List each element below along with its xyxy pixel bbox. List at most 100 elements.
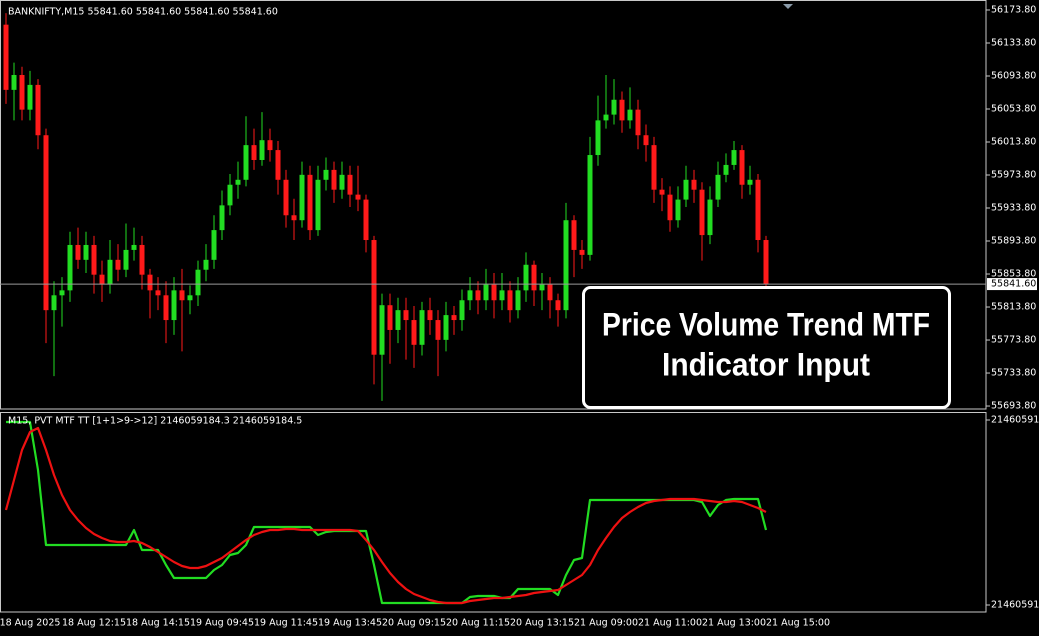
indicator-pane-border (0, 412, 987, 613)
candle-body (275, 150, 281, 180)
y-tick-label: 56093.80 (991, 70, 1036, 81)
candle-body (219, 205, 225, 231)
candle-body (547, 284, 553, 301)
candle-body (395, 310, 401, 330)
x-tick-label: 19 Aug 09:45 (190, 618, 254, 629)
candle-body (83, 244, 89, 260)
candle-body (339, 174, 345, 190)
y-tick-label: 55693.80 (991, 401, 1036, 412)
y-tick-label: 56013.80 (991, 136, 1036, 147)
x-tick-label: 21 Aug 11:00 (638, 618, 702, 629)
y-tick-label: 2146059184 (991, 600, 1039, 611)
candle-body (147, 274, 153, 291)
candle-body (723, 164, 729, 175)
candle-body (99, 274, 105, 285)
candle-body (163, 295, 169, 321)
candle-body (203, 259, 209, 270)
candle-body (467, 290, 473, 301)
candle-body (347, 174, 353, 195)
candle-body (403, 310, 409, 321)
candle-body (195, 269, 201, 296)
x-tick-label: 20 Aug 11:15 (446, 618, 510, 629)
candle-body (667, 194, 673, 221)
candle-body (651, 145, 657, 190)
candle-body (587, 155, 593, 255)
candle-body (51, 295, 57, 311)
candle-body (491, 284, 497, 301)
candle-body (419, 310, 425, 345)
candle-body (427, 310, 433, 321)
candle-body (611, 99, 617, 115)
candle-body (731, 150, 737, 165)
y-tick-label: 56053.80 (991, 103, 1036, 114)
candle-body (379, 305, 385, 355)
candle-body (243, 145, 249, 180)
candle-body (179, 290, 185, 301)
candle-body (763, 240, 769, 285)
candle-body (11, 75, 17, 90)
candle-body (483, 284, 489, 301)
y-tick-label: 56173.80 (991, 4, 1036, 15)
last-price-box (987, 278, 1037, 291)
candle-body (563, 220, 569, 311)
y-tick-label: 55733.80 (991, 368, 1036, 379)
candle-body (75, 244, 81, 260)
candle-body (123, 249, 129, 270)
candle-body (139, 244, 145, 275)
annotation-line: Price Volume Trend MTF (602, 306, 930, 342)
candle-body (683, 179, 689, 200)
candle-body (443, 315, 449, 340)
candle-body (675, 199, 681, 221)
annotation-box (582, 286, 951, 409)
candle-body (107, 259, 113, 285)
price-pane-border (0, 0, 987, 410)
candle-body (227, 184, 233, 206)
y-tick-label: 2146059184 (991, 415, 1039, 426)
candle-body (91, 244, 97, 275)
candle-body (235, 179, 241, 185)
last-price-label: 55841.60 (991, 279, 1036, 290)
candle-body (299, 174, 305, 221)
candle-body (251, 145, 257, 160)
candle-body (211, 230, 217, 260)
candle-body (371, 240, 377, 355)
y-tick-label: 55813.80 (991, 302, 1036, 313)
candle-body (27, 84, 33, 110)
candle-body (291, 215, 297, 221)
candle-body (411, 320, 417, 345)
x-tick-label: 18 Aug 2025 (0, 618, 60, 629)
candle-body (571, 220, 577, 250)
x-tick-label: 18 Aug 12:15 (62, 618, 126, 629)
candle-body (187, 295, 193, 301)
candle-body (459, 300, 465, 321)
y-tick-label: 56133.80 (991, 37, 1036, 48)
candle-body (539, 284, 545, 291)
candle-body (635, 109, 641, 136)
marks: 56173.80 56133.80 56093.80 56053.80 56013.80… (0, 4, 1039, 629)
candle-body (579, 249, 585, 255)
candle-body (627, 109, 633, 121)
candle-body (43, 135, 49, 311)
x-tick-label: 19 Aug 11:45 (254, 618, 318, 629)
shift-marker (783, 4, 793, 9)
candle-body (475, 290, 481, 301)
y-tick-label: 55853.80 (991, 269, 1036, 280)
candle-body (691, 179, 697, 190)
candle-body (259, 140, 265, 160)
candle-body (659, 189, 665, 195)
candle-body (515, 290, 521, 311)
candle-body (555, 300, 561, 311)
candle-body (19, 75, 25, 110)
x-tick-label: 21 Aug 09:00 (574, 618, 638, 629)
candle-body (451, 315, 457, 321)
candle-body (435, 320, 441, 340)
price-header: BANKNIFTY,M15 55841.60 55841.60 55841.60… (8, 7, 278, 18)
candle-body (59, 290, 65, 296)
candle-body (355, 194, 361, 200)
candle-body (67, 244, 73, 291)
x-tick-label: 21 Aug 15:00 (766, 618, 830, 629)
indicator-header: M15, PVT MTF TT [1+1>9->12] 2146059184.3… (8, 416, 302, 427)
x-tick-label: 18 Aug 14:15 (126, 618, 190, 629)
indicator-line (4, 426, 767, 605)
